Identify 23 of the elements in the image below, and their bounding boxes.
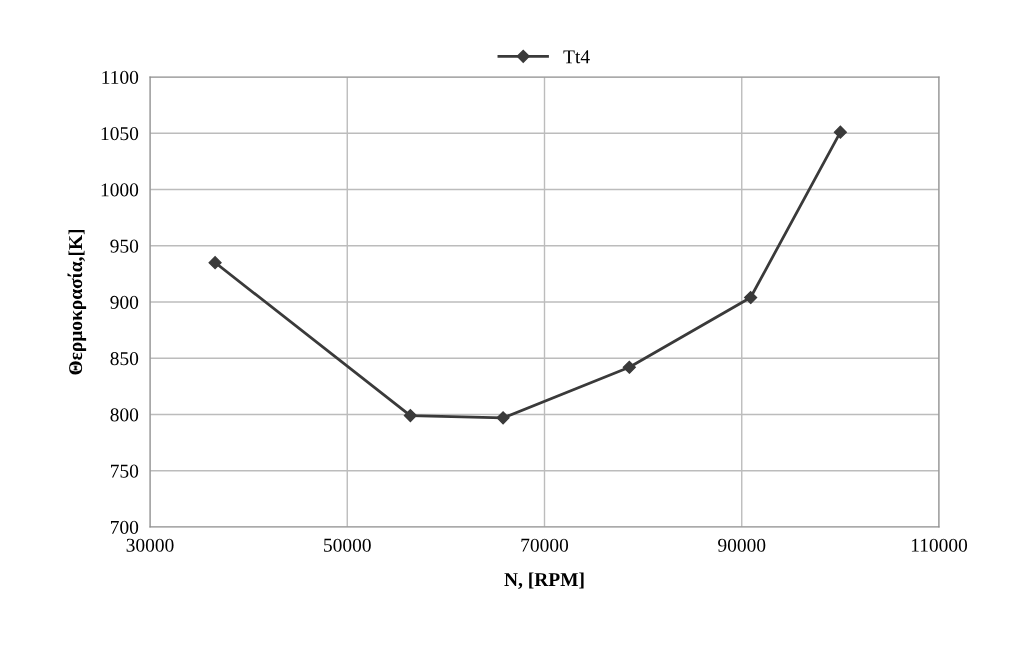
x-tick-label: 30000 xyxy=(126,538,174,552)
y-tick-label: 700 xyxy=(111,520,139,534)
legend-label: Tt4 xyxy=(563,50,590,64)
point xyxy=(622,360,636,374)
y-tick-label: 750 xyxy=(111,464,139,478)
y-tick-label: 950 xyxy=(110,239,139,253)
x-axis-title: N, [RPM] xyxy=(504,572,584,589)
y-tick-label: 800 xyxy=(110,408,139,422)
y-axis-title: Θερμοκρασία,[K] xyxy=(67,229,87,375)
y-tick-label: 1100 xyxy=(102,70,139,84)
x-tick-label: 70000 xyxy=(521,538,569,552)
point xyxy=(833,125,847,139)
point xyxy=(744,290,758,305)
point xyxy=(208,256,222,270)
point xyxy=(403,409,417,423)
y-tick-label: 850 xyxy=(110,352,139,366)
y-tick-label: 1000 xyxy=(101,183,139,197)
y-tick-label: 1050 xyxy=(101,127,139,141)
x-tick-label: 110000 xyxy=(911,538,968,552)
x-tick-label: 90000 xyxy=(718,538,766,552)
point xyxy=(496,411,510,425)
y-tick-label: 900 xyxy=(110,295,139,309)
x-tick-label: 50000 xyxy=(324,538,371,552)
